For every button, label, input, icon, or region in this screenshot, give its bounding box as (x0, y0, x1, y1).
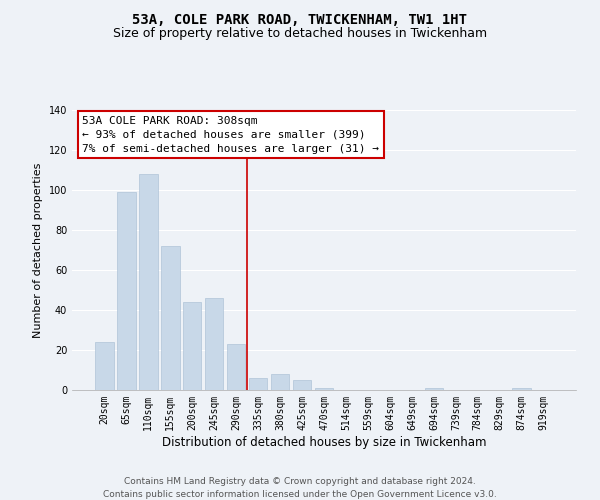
Bar (314, 388, 334, 390)
Bar (293, 380, 311, 390)
Bar (249, 378, 268, 390)
Bar (271, 374, 289, 390)
Bar (512, 388, 531, 390)
Bar (161, 246, 179, 390)
Bar (117, 192, 136, 390)
Bar (139, 174, 158, 390)
Text: Contains HM Land Registry data © Crown copyright and database right 2024.: Contains HM Land Registry data © Crown c… (124, 478, 476, 486)
Text: Contains public sector information licensed under the Open Government Licence v3: Contains public sector information licen… (103, 490, 497, 499)
Bar (95, 342, 113, 390)
Bar (227, 344, 245, 390)
Bar (205, 298, 223, 390)
Y-axis label: Number of detached properties: Number of detached properties (33, 162, 43, 338)
Text: 53A COLE PARK ROAD: 308sqm
← 93% of detached houses are smaller (399)
7% of semi: 53A COLE PARK ROAD: 308sqm ← 93% of deta… (82, 116, 379, 154)
Bar (425, 388, 443, 390)
X-axis label: Distribution of detached houses by size in Twickenham: Distribution of detached houses by size … (162, 436, 486, 448)
Text: Size of property relative to detached houses in Twickenham: Size of property relative to detached ho… (113, 28, 487, 40)
Text: 53A, COLE PARK ROAD, TWICKENHAM, TW1 1HT: 53A, COLE PARK ROAD, TWICKENHAM, TW1 1HT (133, 12, 467, 26)
Bar (183, 302, 202, 390)
